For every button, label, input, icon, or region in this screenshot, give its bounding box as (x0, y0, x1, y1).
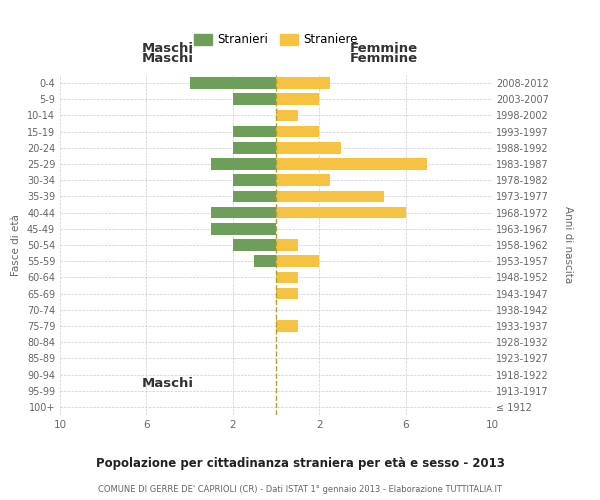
Text: Maschi: Maschi (142, 377, 194, 390)
Bar (233, 142, 276, 154)
Text: Maschi: Maschi (142, 52, 194, 65)
Bar (276, 320, 298, 332)
Bar (276, 126, 319, 138)
Text: Maschi: Maschi (142, 42, 194, 55)
Bar (276, 272, 298, 283)
Y-axis label: Fasce di età: Fasce di età (11, 214, 21, 276)
Bar (211, 223, 276, 234)
Y-axis label: Anni di nascita: Anni di nascita (563, 206, 573, 284)
Bar (233, 174, 276, 186)
Bar (276, 207, 406, 218)
Bar (190, 78, 276, 89)
Bar (276, 110, 298, 122)
Bar (276, 256, 319, 267)
Bar (276, 158, 427, 170)
Text: Femmine: Femmine (350, 52, 418, 65)
Bar (211, 158, 276, 170)
Bar (211, 207, 276, 218)
Bar (233, 126, 276, 138)
Bar (233, 94, 276, 105)
Bar (233, 190, 276, 202)
Text: Popolazione per cittadinanza straniera per età e sesso - 2013: Popolazione per cittadinanza straniera p… (95, 458, 505, 470)
Legend: Stranieri, Straniere: Stranieri, Straniere (194, 34, 358, 46)
Bar (276, 239, 298, 251)
Text: COMUNE DI GERRE DE' CAPRIOLI (CR) - Dati ISTAT 1° gennaio 2013 - Elaborazione TU: COMUNE DI GERRE DE' CAPRIOLI (CR) - Dati… (98, 485, 502, 494)
Bar (276, 288, 298, 300)
Bar (276, 94, 319, 105)
Bar (233, 239, 276, 251)
Bar (276, 190, 384, 202)
Bar (254, 256, 276, 267)
Bar (276, 142, 341, 154)
Bar (276, 78, 330, 89)
Text: Femmine: Femmine (350, 42, 418, 55)
Bar (276, 174, 330, 186)
